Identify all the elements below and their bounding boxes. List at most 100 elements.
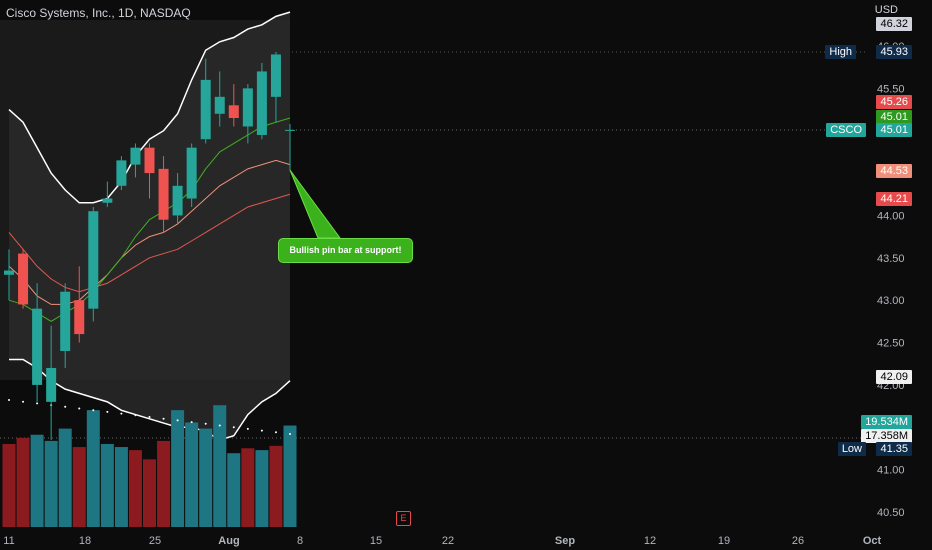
x-tick-label: 22 — [442, 535, 454, 547]
high-label: High — [825, 45, 856, 59]
volume-bar — [269, 445, 283, 527]
volume-bar — [16, 437, 30, 527]
volume-bar — [100, 443, 114, 527]
volume-bar — [157, 440, 171, 527]
volume-ma-dot — [148, 416, 151, 418]
candle-body — [228, 105, 239, 119]
volume-ma-dot — [246, 427, 249, 430]
volume-ma-dot — [22, 400, 25, 403]
candle-body — [172, 185, 183, 216]
volume-ma-dot — [64, 405, 67, 408]
volume-bar — [128, 450, 142, 527]
chart-title: Cisco Systems, Inc., 1D, NASDAQ — [6, 6, 191, 20]
volume-ma-dot — [162, 417, 165, 420]
y-tick-label: 40.50 — [877, 507, 905, 519]
x-tick-label: 12 — [644, 535, 656, 547]
volume-bar — [227, 453, 241, 527]
volume-ma-dot — [106, 410, 109, 413]
last-price-tag: 45.01 — [876, 123, 912, 137]
x-tick-label: Aug — [218, 535, 239, 547]
annotation-callout[interactable]: Bullish pin bar at support! — [278, 238, 413, 263]
volume-ma-dot — [218, 424, 221, 427]
candle-body — [200, 79, 211, 140]
y-tick-label: 42.50 — [877, 338, 905, 350]
volume-tag-2: 17.358M — [861, 429, 912, 443]
volume-ma-dot — [190, 421, 193, 424]
x-tick-label: 15 — [370, 535, 382, 547]
x-tick-label: 11 — [3, 535, 14, 547]
volume-bar — [185, 422, 199, 527]
candle-body — [46, 367, 57, 402]
volume-ma-dot — [204, 422, 207, 425]
price-tag-top: 46.32 — [876, 17, 912, 31]
x-tick-label: 19 — [718, 535, 730, 547]
volume-ma-dot — [8, 399, 10, 401]
y-tick-label: 43.00 — [877, 295, 905, 307]
high-price-tag: 45.93 — [876, 45, 912, 59]
volume-ma-dot — [274, 431, 277, 434]
x-tick-label: 26 — [792, 535, 804, 547]
candle-body — [88, 211, 99, 309]
candle-body — [144, 147, 155, 174]
candle-body — [60, 291, 71, 352]
volume-bar — [171, 410, 185, 527]
price-tag-p1: 45.26 — [876, 95, 912, 109]
candle-body — [116, 160, 127, 186]
volume-bar — [58, 428, 72, 527]
volume-bar — [44, 440, 58, 527]
candle-body — [18, 253, 29, 305]
candle-body — [214, 96, 225, 114]
candle-body — [256, 71, 267, 135]
volume-bar — [143, 459, 156, 527]
ma-slow — [8, 193, 291, 293]
candle-body — [102, 198, 113, 203]
volume-bar — [2, 443, 16, 527]
volume-ma-dot — [134, 414, 137, 417]
volume-bar — [255, 450, 269, 527]
volume-tag-1: 19.534M — [861, 415, 912, 429]
volume-bar — [199, 428, 213, 527]
volume-ma-dot — [92, 409, 95, 412]
candle-body — [130, 147, 141, 165]
volume-ma-dot — [176, 419, 179, 422]
volume-bar — [114, 447, 128, 527]
volume-ma-dot — [260, 429, 263, 432]
candle-body — [158, 168, 169, 220]
x-tick-label: Oct — [863, 535, 882, 547]
candle-body — [4, 270, 14, 275]
volume-bar — [213, 405, 227, 527]
x-tick-label: 8 — [297, 535, 303, 547]
x-tick-label: 18 — [79, 535, 91, 547]
currency-label[interactable]: USD — [874, 4, 898, 16]
y-tick-label: 43.50 — [877, 253, 905, 265]
y-tick-label: 45.50 — [877, 83, 905, 95]
candle-body — [285, 129, 295, 131]
y-tick-label: 41.00 — [877, 465, 905, 477]
bollinger-upper — [8, 11, 291, 204]
volume-bar — [30, 434, 44, 527]
volume-bar — [72, 447, 86, 527]
y-tick-label: 44.00 — [877, 210, 905, 222]
candle-body — [74, 300, 85, 335]
candle-body — [242, 88, 253, 127]
low-label: Low — [837, 442, 866, 456]
price-tag-p2: 45.01 — [876, 110, 912, 124]
bb-lower-tag: 42.09 — [876, 370, 912, 384]
symbol-tag: CSCO — [826, 123, 866, 137]
price-tag-p4: 44.21 — [876, 192, 912, 206]
ma-mid — [8, 159, 291, 305]
candle-body — [32, 308, 43, 385]
volume-bar — [283, 425, 297, 527]
volume-ma-dot — [120, 412, 123, 415]
candle-body — [270, 54, 281, 97]
candle-body — [186, 147, 197, 199]
x-tick-label: Sep — [555, 535, 575, 547]
volume-ma-dot — [232, 426, 235, 429]
volume-ma-dot — [36, 402, 39, 405]
volume-ma-dot — [78, 407, 81, 410]
volume-ma-dot — [289, 433, 291, 435]
ma-fast — [8, 117, 291, 322]
volume-bar — [86, 410, 100, 527]
earnings-marker[interactable]: E — [396, 511, 411, 526]
